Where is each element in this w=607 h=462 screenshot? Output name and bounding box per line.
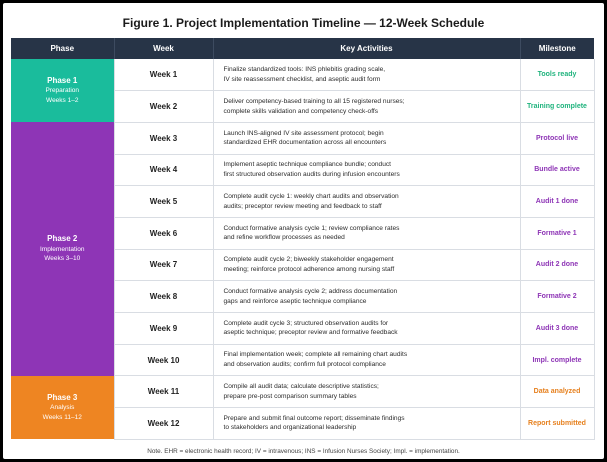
figure-title: Figure 1. Project Implementation Timelin… [122,16,485,30]
activity-line: Implement aseptic technique compliance b… [223,161,392,169]
week-cell: Week 8 [113,280,214,313]
table-row: Phase 3 Analysis Weeks 11–12 Week 11 Com… [11,375,595,440]
phase-2-label: Implementation [40,245,85,253]
milestone-cell: Formative 2 [520,280,595,313]
week-cell: Week 5 [113,185,214,218]
phase-2-cell: Phase 2 Implementation Weeks 3–10 [11,122,114,376]
activity-cell: Conduct formative analysis cycle 1; revi… [213,217,521,250]
document-page: Figure 1. Project Implementation Timelin… [3,3,604,459]
header-key-activities: Key Activities [213,38,521,59]
activity-cell: Deliver competency-based training to all… [213,90,521,123]
milestone-cell: Report submitted [520,407,595,440]
milestone-cell: Protocol live [520,122,595,155]
activity-line: audits; preceptor review meeting and fee… [223,202,382,210]
week-cell: Week 2 [113,90,214,123]
activity-line: gaps and reinforce aseptic technique com… [223,297,367,305]
activity-line: to stakeholders and organizational leade… [223,424,357,432]
phase-3-cell: Phase 3 Analysis Weeks 11–12 [11,375,114,440]
activity-line: Conduct formative analysis cycle 2; addr… [223,288,398,296]
activity-line: Conduct formative analysis cycle 1; revi… [223,224,400,232]
activity-line: standardized EHR documentation across al… [223,139,387,147]
phase-1-weeks: Weeks 1–2 [46,96,79,104]
week-cell: Week 3 [113,122,214,155]
milestone-cell: Impl. complete [520,344,595,377]
milestone-cell: Audit 1 done [520,185,595,218]
header-phase: Phase [11,38,115,59]
phase-2-name: Phase 2 [47,234,78,244]
week-cell: Week 11 [113,375,214,409]
activity-cell: Complete audit cycle 2; biweekly stakeho… [213,249,521,282]
activity-line: meeting; reinforce protocol adherence am… [223,265,395,273]
week-cell: Week 1 [113,59,214,92]
table-row: Week 5 Complete audit cycle 1: weekly ch… [11,185,595,218]
activity-cell: Final implementation week; complete all … [213,344,521,377]
activity-line: Complete audit cycle 2; biweekly stakeho… [223,256,394,264]
phase-1-label: Preparation [45,87,80,95]
activity-cell: Launch INS-aligned IV site assessment pr… [213,122,521,155]
activity-line: complete skills validation and competenc… [223,107,379,115]
week-cell: Week 10 [113,344,214,377]
table-row: Week 10 Final implementation week; compl… [11,344,595,377]
activity-line: Finalize standardized tools: INS phlebit… [223,66,386,74]
activity-line: prepare pre-post comparison summary tabl… [223,392,357,400]
milestone-cell: Audit 2 done [520,249,595,282]
activity-cell: Compile all audit data; calculate descri… [213,375,521,409]
table-row: Week 7 Complete audit cycle 2; biweekly … [11,249,595,282]
activity-line: Final implementation week; complete all … [223,351,408,359]
week-cell: Week 12 [113,407,214,440]
timeline-table: Phase Week Key Activities Milestone Phas… [11,38,595,440]
week-cell: Week 6 [113,217,214,250]
header-week: Week [114,38,214,59]
table-row: Week 8 Conduct formative analysis cycle … [11,280,595,313]
activity-line: first structured observation audits duri… [223,170,400,178]
milestone-cell: Audit 3 done [520,312,595,345]
activity-cell: Complete audit cycle 3; structured obser… [213,312,521,345]
week-cell: Week 7 [113,249,214,282]
table-header-row: Phase Week Key Activities Milestone [11,38,594,59]
phase-1-name: Phase 1 [47,75,78,85]
activity-line: and observation audits; confirm full pro… [223,361,386,369]
table-row: Phase 2 Implementation Weeks 3–10 Week 3… [11,122,595,376]
phase-1-cell: Phase 1 Preparation Weeks 1–2 [11,59,114,123]
phase-3-weeks: Weeks 11–12 [42,413,82,421]
header-milestone: Milestone [520,38,594,59]
activity-line: Compile all audit data; calculate descri… [223,383,379,391]
milestone-cell: Formative 1 [520,217,595,250]
table-note: Note. EHR = electronic health record; IV… [147,448,460,455]
table-row: Week 12 Prepare and submit final outcome… [11,407,595,440]
table-row: Week 6 Conduct formative analysis cycle … [11,217,595,250]
phase-3-label: Analysis [50,404,75,411]
table-row: Week 2 Deliver competency-based training… [11,90,595,123]
activity-cell: Finalize standardized tools: INS phlebit… [213,59,521,92]
table-row: Week 9 Complete audit cycle 3; structure… [11,312,595,345]
phase-3-name: Phase 3 [47,392,78,402]
activity-line: Deliver competency-based training to all… [223,97,405,105]
table-row: Phase 1 Preparation Weeks 1–2 Week 1 Fin… [11,59,595,123]
milestone-cell: Bundle active [520,154,595,187]
milestone-cell: Tools ready [520,59,595,92]
activity-line: aseptic technique; preceptor review and … [223,329,398,337]
week-cell: Week 4 [113,154,214,187]
activity-line: Complete audit cycle 3; structured obser… [223,319,389,327]
activity-line: Launch INS-aligned IV site assessment pr… [223,129,384,137]
activity-cell: Complete audit cycle 1: weekly chart aud… [213,185,521,218]
activity-cell: Conduct formative analysis cycle 2; addr… [213,280,521,313]
activity-line: Complete audit cycle 1: weekly chart aud… [223,193,399,201]
phase-2-weeks: Weeks 3–10 [44,255,81,263]
milestone-cell: Data analyzed [520,375,595,409]
activity-cell: Prepare and submit final outcome report;… [213,407,521,440]
activity-line: and refine workflow processes as needed [223,234,345,242]
table-row: Week 4 Implement aseptic technique compl… [11,154,595,187]
activity-cell: Implement aseptic technique compliance b… [213,154,521,187]
week-cell: Week 9 [113,312,214,345]
activity-line: IV site reassessment checklist, and asep… [223,75,381,83]
activity-line: Prepare and submit final outcome report;… [223,414,405,422]
milestone-cell: Training complete [520,90,595,123]
